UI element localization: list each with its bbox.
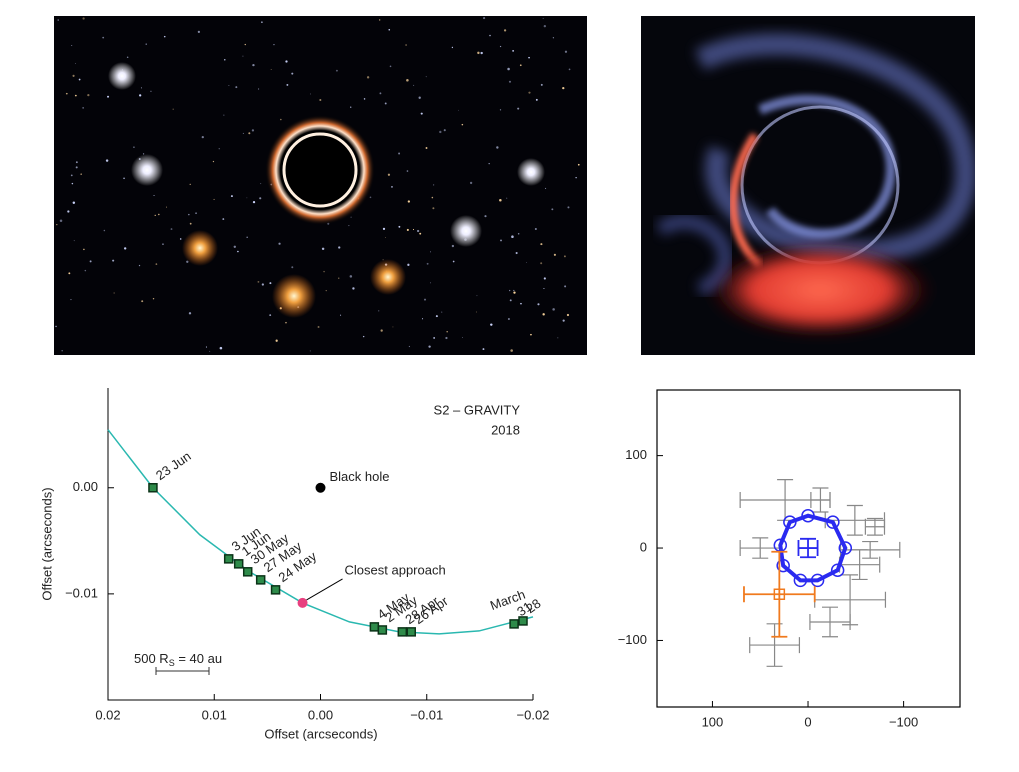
ring-point	[810, 573, 825, 588]
annotation-point	[315, 482, 326, 493]
ring-point	[776, 558, 790, 573]
y-tick-label: −0.01	[65, 585, 98, 600]
x-tick-label: 0.00	[308, 707, 333, 722]
chart-title: S2 – GRAVITY	[434, 402, 521, 417]
observation	[509, 619, 519, 629]
scale-bar-rest: = 40 au	[175, 651, 222, 666]
annotation-point	[297, 597, 308, 608]
annotation-label: Closest approach	[345, 562, 446, 577]
scale-bar	[155, 667, 210, 675]
observation	[377, 625, 388, 635]
x-error-bar	[797, 540, 819, 557]
orbit-curve	[107, 429, 534, 635]
x-tick-label: −0.01	[410, 707, 443, 722]
orbit-chart: S2 – GRAVITY 2018 Offset (arcseconds) Of…	[39, 388, 549, 741]
ring-point	[826, 515, 840, 529]
observation	[242, 567, 253, 577]
observation	[369, 622, 380, 632]
ring-point	[783, 515, 797, 529]
image-black-hole-stars	[54, 16, 587, 355]
observation	[518, 616, 528, 626]
x-error-bar	[749, 637, 801, 654]
observation	[397, 627, 408, 637]
x-error-bar	[809, 613, 851, 630]
x-axis-label: Offset (arcseconds)	[264, 726, 377, 741]
x-tick-label: 0	[804, 714, 811, 729]
axes	[107, 388, 533, 701]
square-point	[773, 588, 786, 600]
annotation-arrow	[306, 578, 343, 601]
observation	[233, 559, 244, 569]
date-label: 28	[523, 596, 543, 617]
observation	[148, 483, 158, 493]
observation	[406, 627, 416, 637]
y-tick-label: 100	[625, 447, 647, 462]
astrometry-chart: 100 0 −100 100 0 −100	[618, 389, 961, 729]
image-accretion-simulation	[641, 16, 975, 355]
x-error-bar	[810, 491, 831, 508]
scale-bar-number: 500 R	[134, 651, 169, 666]
y-tick-label: 0	[640, 539, 647, 554]
date-label: 23 Jun	[153, 448, 194, 483]
x-tick-label: 0.02	[95, 707, 120, 722]
ring-point	[793, 573, 808, 588]
x-tick-label: −100	[889, 714, 918, 729]
annotation-label: Black hole	[330, 469, 390, 484]
x-tick-label: 0.01	[202, 707, 227, 722]
ring-line	[778, 513, 848, 583]
x-tick-label: −0.02	[517, 707, 550, 722]
x-error-bar	[743, 586, 816, 603]
observation	[255, 575, 266, 585]
ring-point	[838, 541, 853, 555]
ring-point	[801, 508, 815, 523]
ring-point	[830, 563, 845, 577]
y-tick-label: 0.00	[73, 479, 98, 494]
scale-bar-label: 500 RS = 40 au	[134, 651, 222, 668]
x-error-bar	[864, 518, 886, 535]
scale-bar-subscript: S	[169, 658, 175, 668]
x-tick-label: 100	[702, 714, 724, 729]
y-axis-label: Offset (arcseconds)	[39, 487, 54, 600]
observation	[223, 554, 234, 564]
y-tick-label: −100	[618, 632, 647, 647]
observation	[270, 585, 281, 595]
date-label: 31	[514, 599, 534, 620]
chart-subtitle: 2018	[491, 422, 520, 437]
